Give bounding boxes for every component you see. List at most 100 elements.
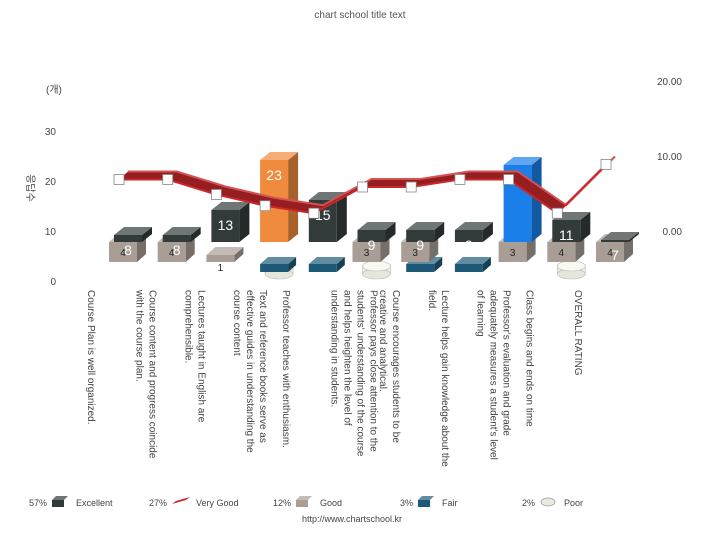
excellent-value-label: 9 [465, 237, 473, 253]
excellent-value-label: 7 [611, 247, 619, 263]
left-tick-label: 30 [45, 127, 57, 138]
good-value-label: 3 [364, 248, 370, 259]
right-tick-label: 20.00 [657, 77, 682, 88]
category-label-line: Course Plan is well organized. [85, 290, 96, 425]
very-good-point [308, 207, 320, 219]
legend-item: 3% Fair [400, 496, 458, 508]
legend-item: 57% Excellent [29, 496, 113, 508]
excellent-bar [406, 222, 445, 242]
excellent-bar [552, 212, 591, 242]
category-label: Lecture helps gain knowledge about thefi… [426, 290, 450, 467]
legend-swatch-top [52, 496, 68, 500]
excellent-series: 8813231599922117 [114, 152, 639, 263]
right-axis: 0.00 10.00 20.00 [657, 77, 682, 238]
category-label-line: Lecture helps gain knowledge about the [439, 290, 450, 467]
category-label: Professor teaches with enthusiasm. [280, 290, 291, 448]
excellent-bar [601, 232, 639, 242]
chart-title: chart school title text [314, 10, 405, 21]
poor-cylinder [556, 260, 586, 280]
very-good-point [503, 174, 515, 185]
category-label-line: effective guides in understanding the [244, 290, 255, 453]
fair-bar [260, 257, 297, 272]
category-label-line: with the course plan. [134, 289, 145, 382]
left-tick-label: 20 [45, 177, 57, 188]
legend-percent: 57% [29, 498, 47, 508]
excellent-value-label: 8 [124, 242, 132, 258]
legend-label: Fair [442, 498, 458, 508]
category-label-line: Professor teaches with enthusiasm. [280, 290, 291, 448]
category-label: Course encourages students to becreative… [377, 290, 401, 443]
legend-swatch [52, 500, 64, 507]
fair-bar [308, 257, 345, 272]
poor-cylinder [362, 260, 391, 280]
legend: 57% Excellent 27% Very Good 12% Good 3% Fair 2% P… [29, 496, 583, 508]
very-good-point [259, 200, 271, 212]
excellent-value-label: 23 [266, 167, 282, 183]
y-axis-title: 응답수 [24, 174, 36, 202]
category-label-line: students' understanding of the course [355, 290, 366, 457]
legend-label: Excellent [76, 498, 113, 508]
excellent-value-label: 13 [218, 217, 234, 233]
category-label-line: comprehensible. [182, 290, 193, 363]
category-label: Professor pays close attention to thestu… [329, 290, 379, 457]
excellent-value-label: 11 [559, 227, 574, 243]
legend-swatch [172, 497, 190, 504]
good-value-label: 3 [412, 248, 418, 259]
legend-item: 27% Very Good [149, 497, 239, 508]
legend-swatch-top [296, 496, 312, 500]
category-label-line: Lectures taught in English are [195, 290, 206, 423]
category-labels: Course Plan is well organized. Course con… [85, 289, 583, 467]
legend-label: Good [320, 498, 342, 508]
good-value-label: 4 [607, 248, 613, 259]
very-good-line-top [128, 155, 616, 207]
left-tick-label: 10 [45, 227, 57, 238]
legend-label: Very Good [196, 498, 239, 508]
category-label-line: Course encourages students to be [390, 290, 401, 443]
category-label: Course Plan is well organized. [85, 290, 96, 425]
good-value-label: 4 [559, 248, 565, 259]
category-label: Class begins and ends on time [523, 290, 534, 427]
category-label-line: Class begins and ends on time [523, 290, 534, 427]
very-good-point [210, 189, 222, 200]
very-good-point [113, 174, 125, 185]
legend-swatch-top [418, 496, 434, 500]
category-label-line: course content [231, 290, 242, 356]
excellent-value-label: 8 [173, 242, 181, 258]
category-label: Course content and progress coincidewith… [134, 289, 158, 459]
very-good-point [357, 181, 368, 193]
excellent-value-label: 9 [416, 237, 424, 253]
legend-swatch [296, 500, 308, 507]
excellent-bar [162, 227, 201, 242]
legend-percent: 12% [273, 498, 291, 508]
legend-percent: 2% [522, 498, 535, 508]
category-label-line: field. [426, 290, 437, 311]
very-good-point [600, 159, 612, 170]
category-label-line: Professor's evaluation and grade [501, 290, 512, 436]
legend-percent: 27% [149, 498, 167, 508]
legend-swatch [540, 497, 556, 507]
left-tick-label: 0 [50, 277, 56, 288]
legend-label: Poor [564, 498, 583, 508]
legend-percent: 3% [400, 498, 413, 508]
good-value-label: 4 [120, 248, 126, 259]
category-label-line: and helps heighten the level of [342, 290, 353, 426]
footer-url[interactable]: http://www.chartschool.kr [302, 514, 402, 524]
category-label: Text and reference books serve aseffecti… [231, 290, 268, 453]
category-label: OVERALL RATING [572, 290, 583, 376]
very-good-point [405, 181, 417, 193]
category-label-line: understanding in students. [329, 290, 340, 407]
category-label: Professor's evaluation and gradeadequate… [475, 290, 512, 460]
legend-item: 2% Poor [522, 497, 583, 508]
y-unit-label: (개) [46, 84, 62, 96]
excellent-bar [211, 202, 250, 242]
legend-item: 12% Good [273, 496, 342, 508]
very-good-point [454, 174, 466, 185]
good-value-label: 1 [218, 263, 224, 274]
right-tick-label: 10.00 [657, 152, 682, 163]
very-good-point [162, 174, 174, 185]
excellent-bar [454, 222, 493, 242]
category-label-line: creative and analytical. [377, 290, 388, 392]
fair-bar [454, 257, 491, 272]
